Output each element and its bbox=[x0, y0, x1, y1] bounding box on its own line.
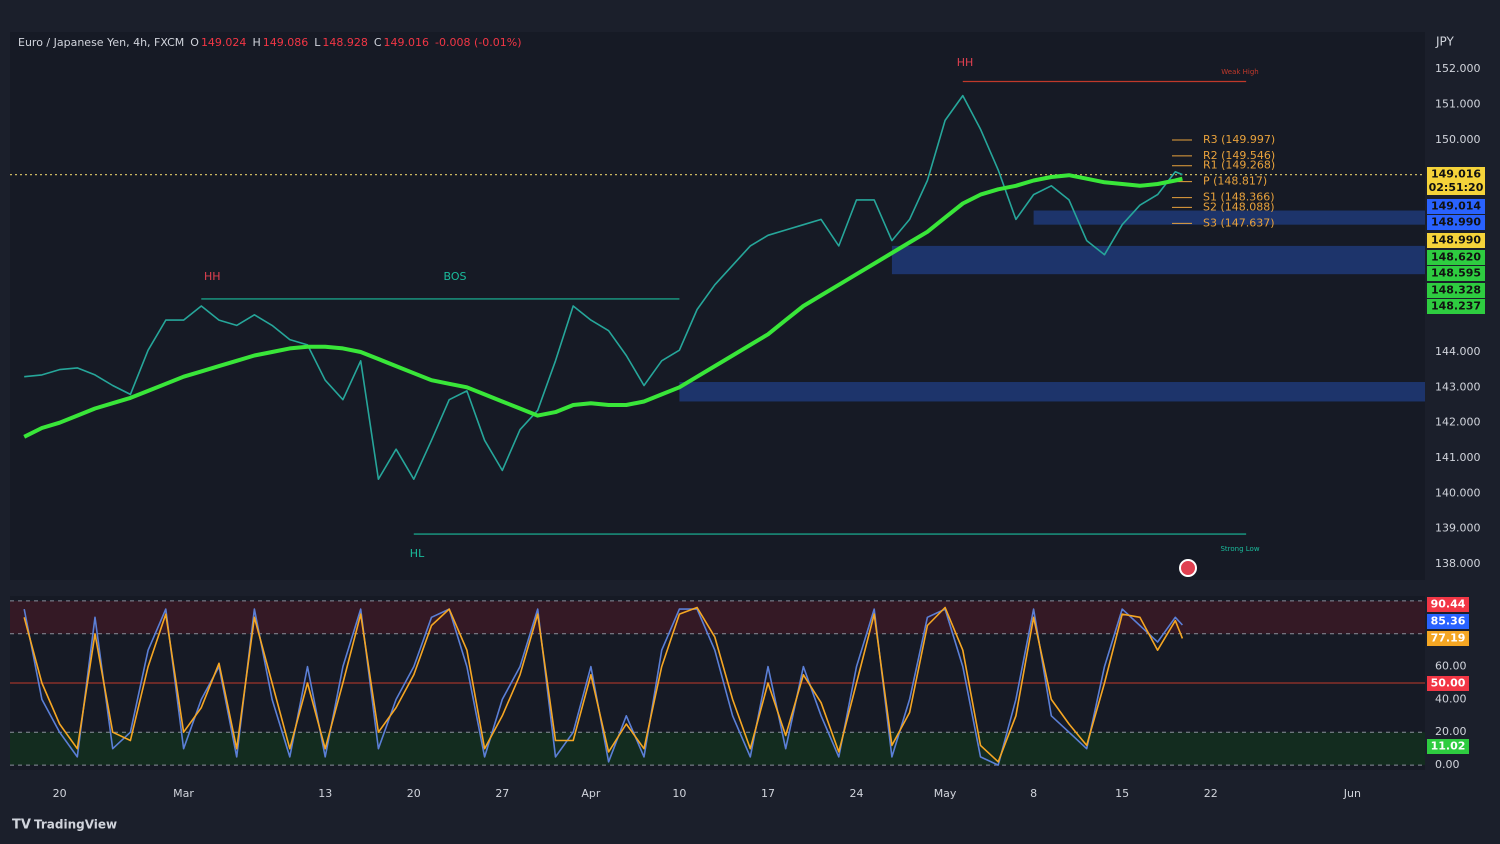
zone bbox=[10, 600, 1425, 634]
legend-text: Euro / Japanese Yen, 4h, FXCM bbox=[18, 36, 184, 49]
price-tag-text: 148.328 bbox=[1431, 284, 1481, 297]
x-tick-label: 10 bbox=[672, 787, 686, 800]
y-tick-label: 0.00 bbox=[1435, 758, 1460, 771]
pivot-label: R3 (149.997) bbox=[1203, 133, 1275, 146]
legend-text: L bbox=[314, 36, 321, 49]
price-tag-text: 148.620 bbox=[1431, 251, 1481, 264]
osc-tag bbox=[1427, 631, 1469, 646]
brand: TradingView bbox=[34, 818, 117, 832]
pivot-label: S3 (147.637) bbox=[1203, 216, 1275, 229]
y-tick-label: 150.000 bbox=[1435, 133, 1481, 146]
zone bbox=[10, 732, 1425, 766]
y-tick-label: 144.000 bbox=[1435, 345, 1481, 358]
price-tag bbox=[1427, 215, 1485, 230]
price-tag bbox=[1427, 199, 1485, 214]
osc-tag bbox=[1427, 597, 1469, 612]
price-pane bbox=[10, 32, 1425, 580]
y-tick-label: 20.00 bbox=[1435, 725, 1467, 738]
annotation: HH bbox=[204, 270, 221, 283]
series-line bbox=[24, 94, 1183, 480]
price-tag-text: 148.237 bbox=[1431, 300, 1481, 313]
x-tick-label: May bbox=[934, 787, 957, 800]
y-tick-label: 139.000 bbox=[1435, 522, 1481, 535]
price-tag bbox=[1427, 167, 1485, 195]
legend-text: 149.016 bbox=[384, 36, 430, 49]
price-tag bbox=[1427, 299, 1485, 314]
price-tag bbox=[1427, 233, 1485, 248]
legend-header: Euro / Japanese Yen, 4h, FXCM O 149.024 H 14… bbox=[18, 36, 522, 49]
osc-tag bbox=[1427, 676, 1469, 691]
alert-icon[interactable] bbox=[1179, 559, 1197, 577]
price-tag-text: 148.990 bbox=[1431, 234, 1481, 247]
annotation: BOS bbox=[444, 270, 467, 283]
zone bbox=[891, 245, 1425, 275]
price-tag-text: 148.595 bbox=[1431, 267, 1481, 280]
brand-logo: TV bbox=[12, 818, 31, 833]
legend-text: O bbox=[190, 36, 199, 49]
price-tag-timer: 02:51:20 bbox=[1429, 181, 1484, 194]
pivot-label: R1 (149.268) bbox=[1203, 159, 1275, 172]
legend-text: 149.024 bbox=[201, 36, 247, 49]
x-tick-label: 24 bbox=[850, 787, 864, 800]
x-tick-label: 8 bbox=[1030, 787, 1037, 800]
series-line bbox=[23, 173, 1183, 439]
price-tag bbox=[1427, 250, 1485, 265]
x-tick-label: Apr bbox=[581, 787, 601, 800]
x-tick-label: 22 bbox=[1204, 787, 1218, 800]
osc-tag bbox=[1427, 739, 1469, 754]
pivot-label: S1 (148.366) bbox=[1203, 191, 1275, 204]
x-tick-label: 17 bbox=[761, 787, 775, 800]
price-tag bbox=[1427, 283, 1485, 298]
currency-label: JPY bbox=[1435, 35, 1455, 49]
legend-text: -0.008 (-0.01%) bbox=[435, 36, 521, 49]
y-tick-label: 152.000 bbox=[1435, 62, 1481, 75]
x-tick-label: Mar bbox=[173, 787, 194, 800]
legend-text: C bbox=[374, 36, 382, 49]
legend-text: 148.928 bbox=[322, 36, 368, 49]
y-tick-label: 138.000 bbox=[1435, 557, 1481, 570]
osc-tag-text: 90.44 bbox=[1431, 598, 1466, 611]
pivot-label: P (148.817) bbox=[1203, 175, 1267, 188]
pivot-label: R2 (149.546) bbox=[1203, 149, 1275, 162]
y-tick-label: 143.000 bbox=[1435, 380, 1481, 393]
x-tick-label: 15 bbox=[1115, 787, 1129, 800]
price-tag bbox=[1427, 266, 1485, 281]
price-tag-text: 149.014 bbox=[1431, 200, 1481, 213]
annotation: Weak High bbox=[1221, 68, 1258, 76]
legend-text: H bbox=[252, 36, 260, 49]
y-tick-label: 40.00 bbox=[1435, 692, 1467, 705]
price-tag-text: 148.990 bbox=[1431, 216, 1481, 229]
osc-tag bbox=[1427, 614, 1469, 629]
osc-tag-text: 50.00 bbox=[1431, 677, 1466, 690]
pivot-label: S2 (148.088) bbox=[1203, 200, 1275, 213]
series-line bbox=[23, 606, 1184, 763]
y-tick-label: 142.000 bbox=[1435, 416, 1481, 429]
y-tick-label: 141.000 bbox=[1435, 451, 1481, 464]
price-tag-text: 149.016 bbox=[1431, 168, 1481, 181]
x-tick-label: Jun bbox=[1343, 787, 1361, 800]
x-tick-label: 20 bbox=[407, 787, 421, 800]
x-tick-label: 27 bbox=[495, 787, 509, 800]
legend-text: 149.086 bbox=[263, 36, 309, 49]
annotation: HL bbox=[410, 547, 425, 560]
x-tick-label: 20 bbox=[53, 787, 67, 800]
y-tick-label: 60.00 bbox=[1435, 660, 1467, 673]
y-tick-label: 151.000 bbox=[1435, 97, 1481, 110]
osc-tag-text: 85.36 bbox=[1431, 615, 1466, 628]
annotation: HH bbox=[957, 56, 974, 69]
osc-tag-text: 77.19 bbox=[1431, 632, 1466, 645]
y-tick-label: 140.000 bbox=[1435, 486, 1481, 499]
annotation: Strong Low bbox=[1220, 545, 1259, 553]
x-tick-label: 13 bbox=[318, 787, 332, 800]
zone bbox=[679, 382, 1425, 402]
osc-tag-text: 11.02 bbox=[1431, 740, 1466, 753]
